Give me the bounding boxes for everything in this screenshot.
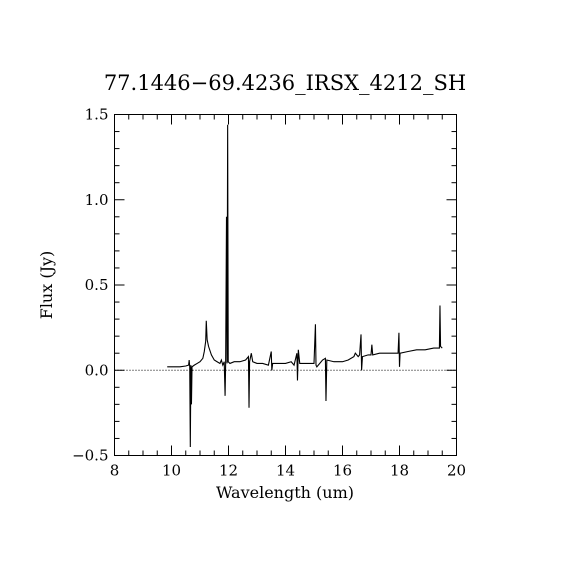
y-tick-label: 1.5 bbox=[85, 106, 109, 124]
x-axis-label: Wavelength (um) bbox=[216, 483, 354, 502]
y-axis-label: Flux (Jy) bbox=[37, 251, 56, 320]
series-layer bbox=[167, 124, 443, 447]
chart-title: 77.1446−69.4236_IRSX_4212_SH bbox=[104, 71, 466, 95]
x-tick-label: 20 bbox=[447, 462, 466, 480]
x-tick-label: 10 bbox=[162, 462, 181, 480]
y-tick-label: 0.5 bbox=[85, 276, 109, 294]
y-tick-label: 1.0 bbox=[85, 191, 109, 209]
y-tick-label: −0.5 bbox=[72, 447, 108, 465]
x-tick-label: 8 bbox=[110, 462, 120, 480]
x-tick-label: 18 bbox=[390, 462, 409, 480]
y-tick-labels: −0.5 0.0 0.5 1.0 1.5 bbox=[72, 106, 108, 465]
axis-ticks bbox=[114, 114, 457, 456]
y-tick-label: 0.0 bbox=[85, 361, 109, 379]
plot-frame bbox=[114, 114, 457, 456]
x-tick-label: 16 bbox=[333, 462, 352, 480]
x-tick-label: 14 bbox=[276, 462, 295, 480]
x-tick-labels: 8 10 12 14 16 18 20 bbox=[110, 462, 466, 480]
series-line-0 bbox=[167, 124, 443, 447]
x-tick-label: 12 bbox=[219, 462, 238, 480]
